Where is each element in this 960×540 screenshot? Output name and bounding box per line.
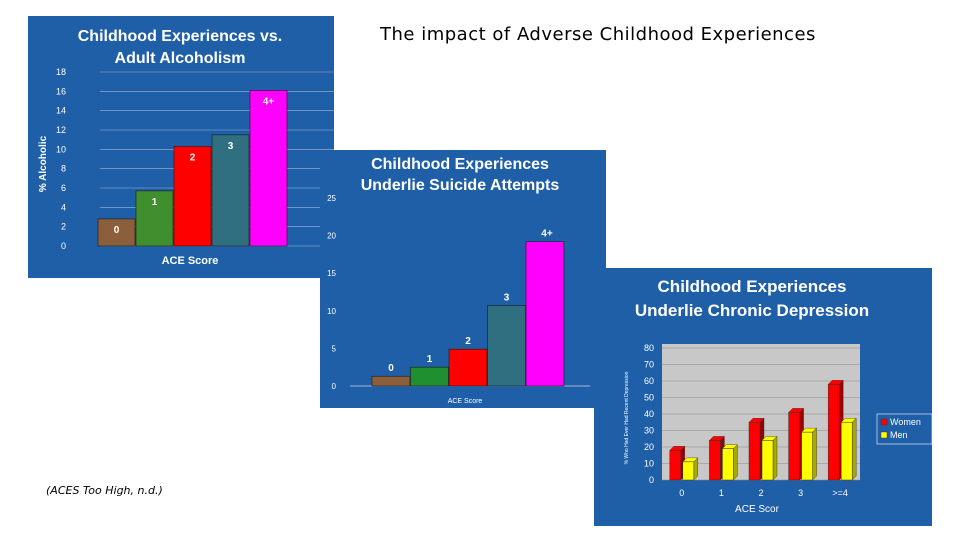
- chart-suicide-attempts: Childhood Experiences Underlie Suicide At…: [320, 150, 606, 408]
- y-tick-label: 0: [332, 382, 337, 391]
- x-tick-label: 3: [798, 488, 803, 498]
- bar-category-label: 2: [190, 152, 196, 163]
- y-tick-label: 60: [644, 376, 654, 386]
- bar: [722, 448, 734, 481]
- x-tick-label: 0: [679, 488, 684, 498]
- legend-swatch: [880, 418, 888, 426]
- y-axis-label: % Alcoholic: [38, 135, 49, 192]
- bar: [840, 422, 853, 481]
- chart-suicide-attempts-svg: Childhood Experiences Underlie Suicide At…: [327, 156, 590, 405]
- legend-box: [876, 413, 932, 445]
- bar-category-label: 1: [427, 354, 433, 365]
- bar-side-face: [812, 427, 817, 481]
- bar-category-label: 3: [504, 293, 510, 304]
- bar-side-face: [772, 435, 778, 481]
- bar-category-label: 1: [152, 197, 158, 208]
- legend-label: Men: [890, 430, 908, 440]
- y-tick-label: 5: [332, 344, 337, 353]
- x-axis-label: ACE Score: [162, 255, 219, 267]
- y-tick-label: 18: [56, 67, 66, 77]
- bar: [682, 461, 695, 481]
- x-tick-label: 2: [758, 488, 763, 498]
- y-tick-label: 40: [644, 409, 654, 419]
- y-tick-label: 0: [649, 475, 654, 485]
- citation: (ACES Too High, n.d.): [46, 484, 163, 497]
- x-axis-label: ACE Scor: [735, 504, 780, 515]
- bar-side-face: [733, 444, 738, 481]
- bar-side-face: [693, 457, 699, 481]
- bar: [371, 375, 411, 387]
- y-tick-label: 15: [327, 269, 336, 278]
- bar: [669, 450, 682, 481]
- bar: [97, 218, 136, 247]
- bar: [525, 241, 565, 387]
- y-tick-label: 25: [327, 194, 336, 203]
- chart-title-line: Childhood Experiences: [658, 277, 847, 296]
- y-tick-label: 16: [56, 86, 66, 96]
- x-tick-label: >=4: [832, 488, 848, 498]
- y-tick-label: 4: [61, 202, 66, 212]
- bar-category-label: 4+: [263, 96, 275, 107]
- chart-alcoholism-svg: Childhood Experiences vs. Adult Alcoholis…: [38, 28, 334, 267]
- y-tick-label: 12: [56, 125, 66, 135]
- chart-alcoholism: Childhood Experiences vs. Adult Alcoholis…: [28, 16, 334, 278]
- bar: [173, 146, 212, 247]
- bar-side-face: [852, 417, 857, 481]
- chart-title-line: Childhood Experiences vs.: [78, 28, 283, 45]
- legend-label: Women: [890, 417, 921, 427]
- y-tick-label: 14: [56, 106, 66, 116]
- bar: [801, 431, 813, 481]
- bar: [211, 134, 250, 247]
- y-tick-label: 8: [61, 164, 66, 174]
- bar-category-label: 4+: [541, 229, 553, 240]
- x-tick-label: 1: [719, 488, 724, 498]
- y-tick-label: 20: [327, 232, 336, 241]
- y-tick-label: 30: [644, 426, 654, 436]
- bar-category-label: 0: [114, 225, 120, 236]
- bar: [827, 384, 840, 481]
- y-tick-label: 50: [644, 393, 654, 403]
- y-axis-label: % Who Had Ever Had Recent Depression: [624, 371, 630, 464]
- bar-category-label: 2: [465, 336, 471, 347]
- chart-title-line: Underlie Chronic Depression: [635, 301, 869, 320]
- y-tick-label: 70: [644, 360, 654, 370]
- bar: [487, 305, 526, 387]
- y-tick-label: 2: [61, 222, 66, 232]
- bar: [761, 440, 774, 481]
- bar: [709, 440, 721, 481]
- y-tick-label: 10: [56, 144, 66, 154]
- y-tick-label: 10: [327, 307, 336, 316]
- chart-chronic-depression: Childhood Experiences Underlie Chronic De…: [594, 268, 932, 526]
- bar: [135, 190, 174, 247]
- bar: [249, 90, 288, 247]
- chart-chronic-depression-svg: Childhood Experiences Underlie Chronic De…: [624, 277, 932, 515]
- y-tick-label: 0: [61, 241, 66, 251]
- bar: [410, 366, 449, 387]
- bar: [748, 422, 761, 481]
- y-tick-label: 20: [644, 442, 654, 452]
- y-tick-label: 10: [644, 459, 654, 469]
- bar: [788, 412, 800, 481]
- x-axis-label: ACE Score: [448, 398, 483, 405]
- chart-title-line: Adult Alcoholism: [115, 50, 246, 67]
- slide-title: The impact of Adverse Childhood Experien…: [380, 24, 816, 45]
- bar-category-label: 0: [388, 363, 394, 374]
- chart-title-line: Childhood Experiences: [371, 156, 549, 173]
- bar-category-label: 3: [228, 141, 234, 152]
- legend-swatch: [880, 431, 888, 439]
- bar: [448, 348, 488, 387]
- chart-title-line: Underlie Suicide Attempts: [361, 177, 560, 194]
- y-tick-label: 80: [644, 343, 654, 353]
- y-tick-label: 6: [61, 183, 66, 193]
